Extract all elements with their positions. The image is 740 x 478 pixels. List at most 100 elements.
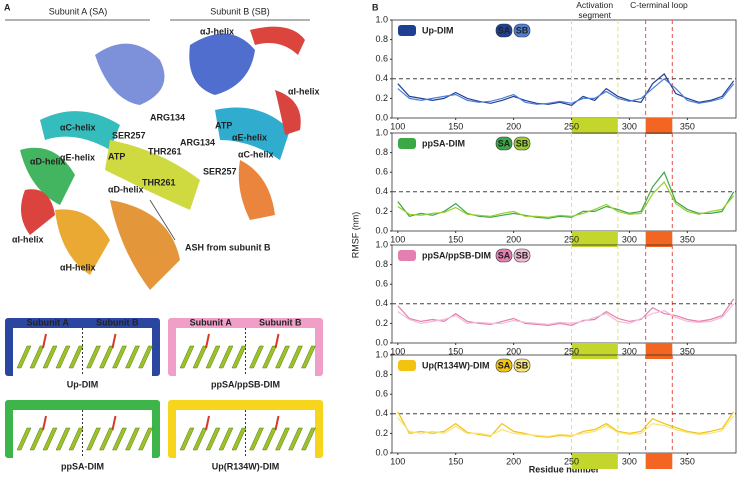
y-tick-label: 0.2 bbox=[375, 206, 388, 216]
x-tick-label: 350 bbox=[680, 346, 695, 356]
x-tick-label: 150 bbox=[448, 346, 463, 356]
inset-header: Subunit B bbox=[259, 317, 302, 327]
x-axis-label: Residue number bbox=[529, 464, 600, 474]
x-tick-label: 250 bbox=[564, 234, 579, 244]
x-tick-label: 300 bbox=[622, 234, 637, 244]
helix-turn bbox=[231, 345, 247, 369]
helix-turn bbox=[138, 427, 153, 451]
helix-turn bbox=[16, 345, 32, 369]
y-tick-label: 0.0 bbox=[375, 447, 388, 457]
y-axis-label: RMSF (nm) bbox=[350, 212, 360, 259]
legend-label: Up-DIM bbox=[422, 25, 454, 35]
rmsf-line bbox=[397, 171, 735, 219]
rmsf-line bbox=[397, 415, 735, 437]
legend-label: Up(R134W)-DIM bbox=[422, 360, 490, 370]
y-tick-label: 0.4 bbox=[375, 408, 388, 418]
x-tick-label: 100 bbox=[390, 346, 405, 356]
plot-frame bbox=[391, 19, 737, 119]
helix-turn bbox=[288, 345, 303, 369]
plot-frame bbox=[391, 354, 737, 454]
structure-label: ATP bbox=[108, 151, 125, 161]
structure-label: ARG134 bbox=[150, 112, 185, 122]
side-chain bbox=[274, 333, 280, 349]
helix-turn bbox=[138, 345, 153, 369]
helix-turn bbox=[112, 345, 127, 369]
helix-turn bbox=[275, 345, 290, 369]
x-tick-label: 150 bbox=[448, 234, 463, 244]
helix-turn bbox=[249, 427, 264, 451]
helix-turn bbox=[86, 345, 101, 369]
y-tick-label: 1.0 bbox=[375, 127, 388, 137]
helix-turn bbox=[42, 427, 58, 451]
region-label: Activation segment bbox=[576, 0, 614, 20]
x-tick-label: 200 bbox=[506, 456, 521, 466]
rmsf-line bbox=[397, 411, 735, 438]
y-tick-label: 0.4 bbox=[375, 73, 388, 83]
helix-turn bbox=[112, 427, 127, 451]
x-tick-label: 100 bbox=[390, 234, 405, 244]
region-box bbox=[571, 453, 618, 469]
side-chain bbox=[42, 415, 47, 431]
helix-turn bbox=[125, 345, 140, 369]
helix-turn bbox=[55, 427, 71, 451]
inset-name: Up-DIM bbox=[67, 379, 99, 389]
structure-label: αD-helix bbox=[108, 184, 144, 194]
x-tick-label: 200 bbox=[506, 234, 521, 244]
structure-label: THR261 bbox=[142, 177, 176, 187]
legend-series: SA bbox=[498, 138, 511, 148]
y-tick-label: 0.8 bbox=[375, 34, 388, 44]
y-tick-label: 0.8 bbox=[375, 369, 388, 379]
structure-label: αI-helix bbox=[12, 234, 44, 244]
x-tick-label: 200 bbox=[506, 121, 521, 131]
x-tick-label: 150 bbox=[448, 121, 463, 131]
y-tick-label: 1.0 bbox=[375, 239, 388, 249]
x-tick-label: 150 bbox=[448, 456, 463, 466]
legend-series: SB bbox=[516, 25, 529, 35]
x-tick-label: 300 bbox=[622, 346, 637, 356]
rmsf-line bbox=[397, 72, 735, 106]
helix-turn bbox=[218, 427, 234, 451]
y-tick-label: 0.2 bbox=[375, 428, 388, 438]
inset-header: Subunit B bbox=[96, 317, 139, 327]
y-tick-label: 0.6 bbox=[375, 167, 388, 177]
structure-label: αE-helix bbox=[60, 152, 95, 162]
x-tick-label: 200 bbox=[506, 346, 521, 356]
x-tick-label: 300 bbox=[622, 121, 637, 131]
structure-label: αH-helix bbox=[60, 262, 96, 272]
y-tick-label: 0.4 bbox=[375, 298, 388, 308]
helix-turn bbox=[42, 345, 58, 369]
y-tick-label: 0.8 bbox=[375, 259, 388, 269]
structure-label: αJ-helix bbox=[200, 26, 234, 36]
legend-swatch bbox=[398, 138, 416, 149]
y-tick-label: 0.4 bbox=[375, 186, 388, 196]
side-chain bbox=[42, 333, 47, 349]
helix-turn bbox=[288, 427, 303, 451]
y-tick-label: 0.0 bbox=[375, 225, 388, 235]
structure-label: ARG134 bbox=[180, 137, 215, 147]
helix-turn bbox=[275, 427, 290, 451]
structure-label: ATP bbox=[215, 120, 232, 130]
helix-turn bbox=[179, 345, 195, 369]
helix-turn bbox=[68, 427, 84, 451]
helix-turn bbox=[179, 427, 195, 451]
plot-frame bbox=[391, 132, 737, 232]
y-tick-label: 0.0 bbox=[375, 112, 388, 122]
inset-header: Subunit A bbox=[27, 317, 70, 327]
inset-name: ppSA-DIM bbox=[61, 461, 104, 471]
structure-label: SER257 bbox=[112, 130, 146, 140]
legend-swatch bbox=[398, 25, 416, 36]
panel-letter: A bbox=[4, 2, 11, 12]
legend-badge bbox=[495, 23, 513, 38]
helix-turn bbox=[231, 427, 247, 451]
legend-series: SB bbox=[516, 138, 529, 148]
region-box bbox=[571, 118, 618, 134]
side-chain bbox=[205, 415, 210, 431]
subunit-label: Subunit A (SA) bbox=[49, 6, 108, 16]
legend-series: SB bbox=[516, 250, 529, 260]
structure-label: αC-helix bbox=[60, 122, 96, 132]
legend-badge bbox=[495, 248, 513, 263]
inset-name: Up(R134W)-DIM bbox=[212, 461, 280, 471]
helix-turn bbox=[16, 427, 32, 451]
x-tick-label: 350 bbox=[680, 121, 695, 131]
